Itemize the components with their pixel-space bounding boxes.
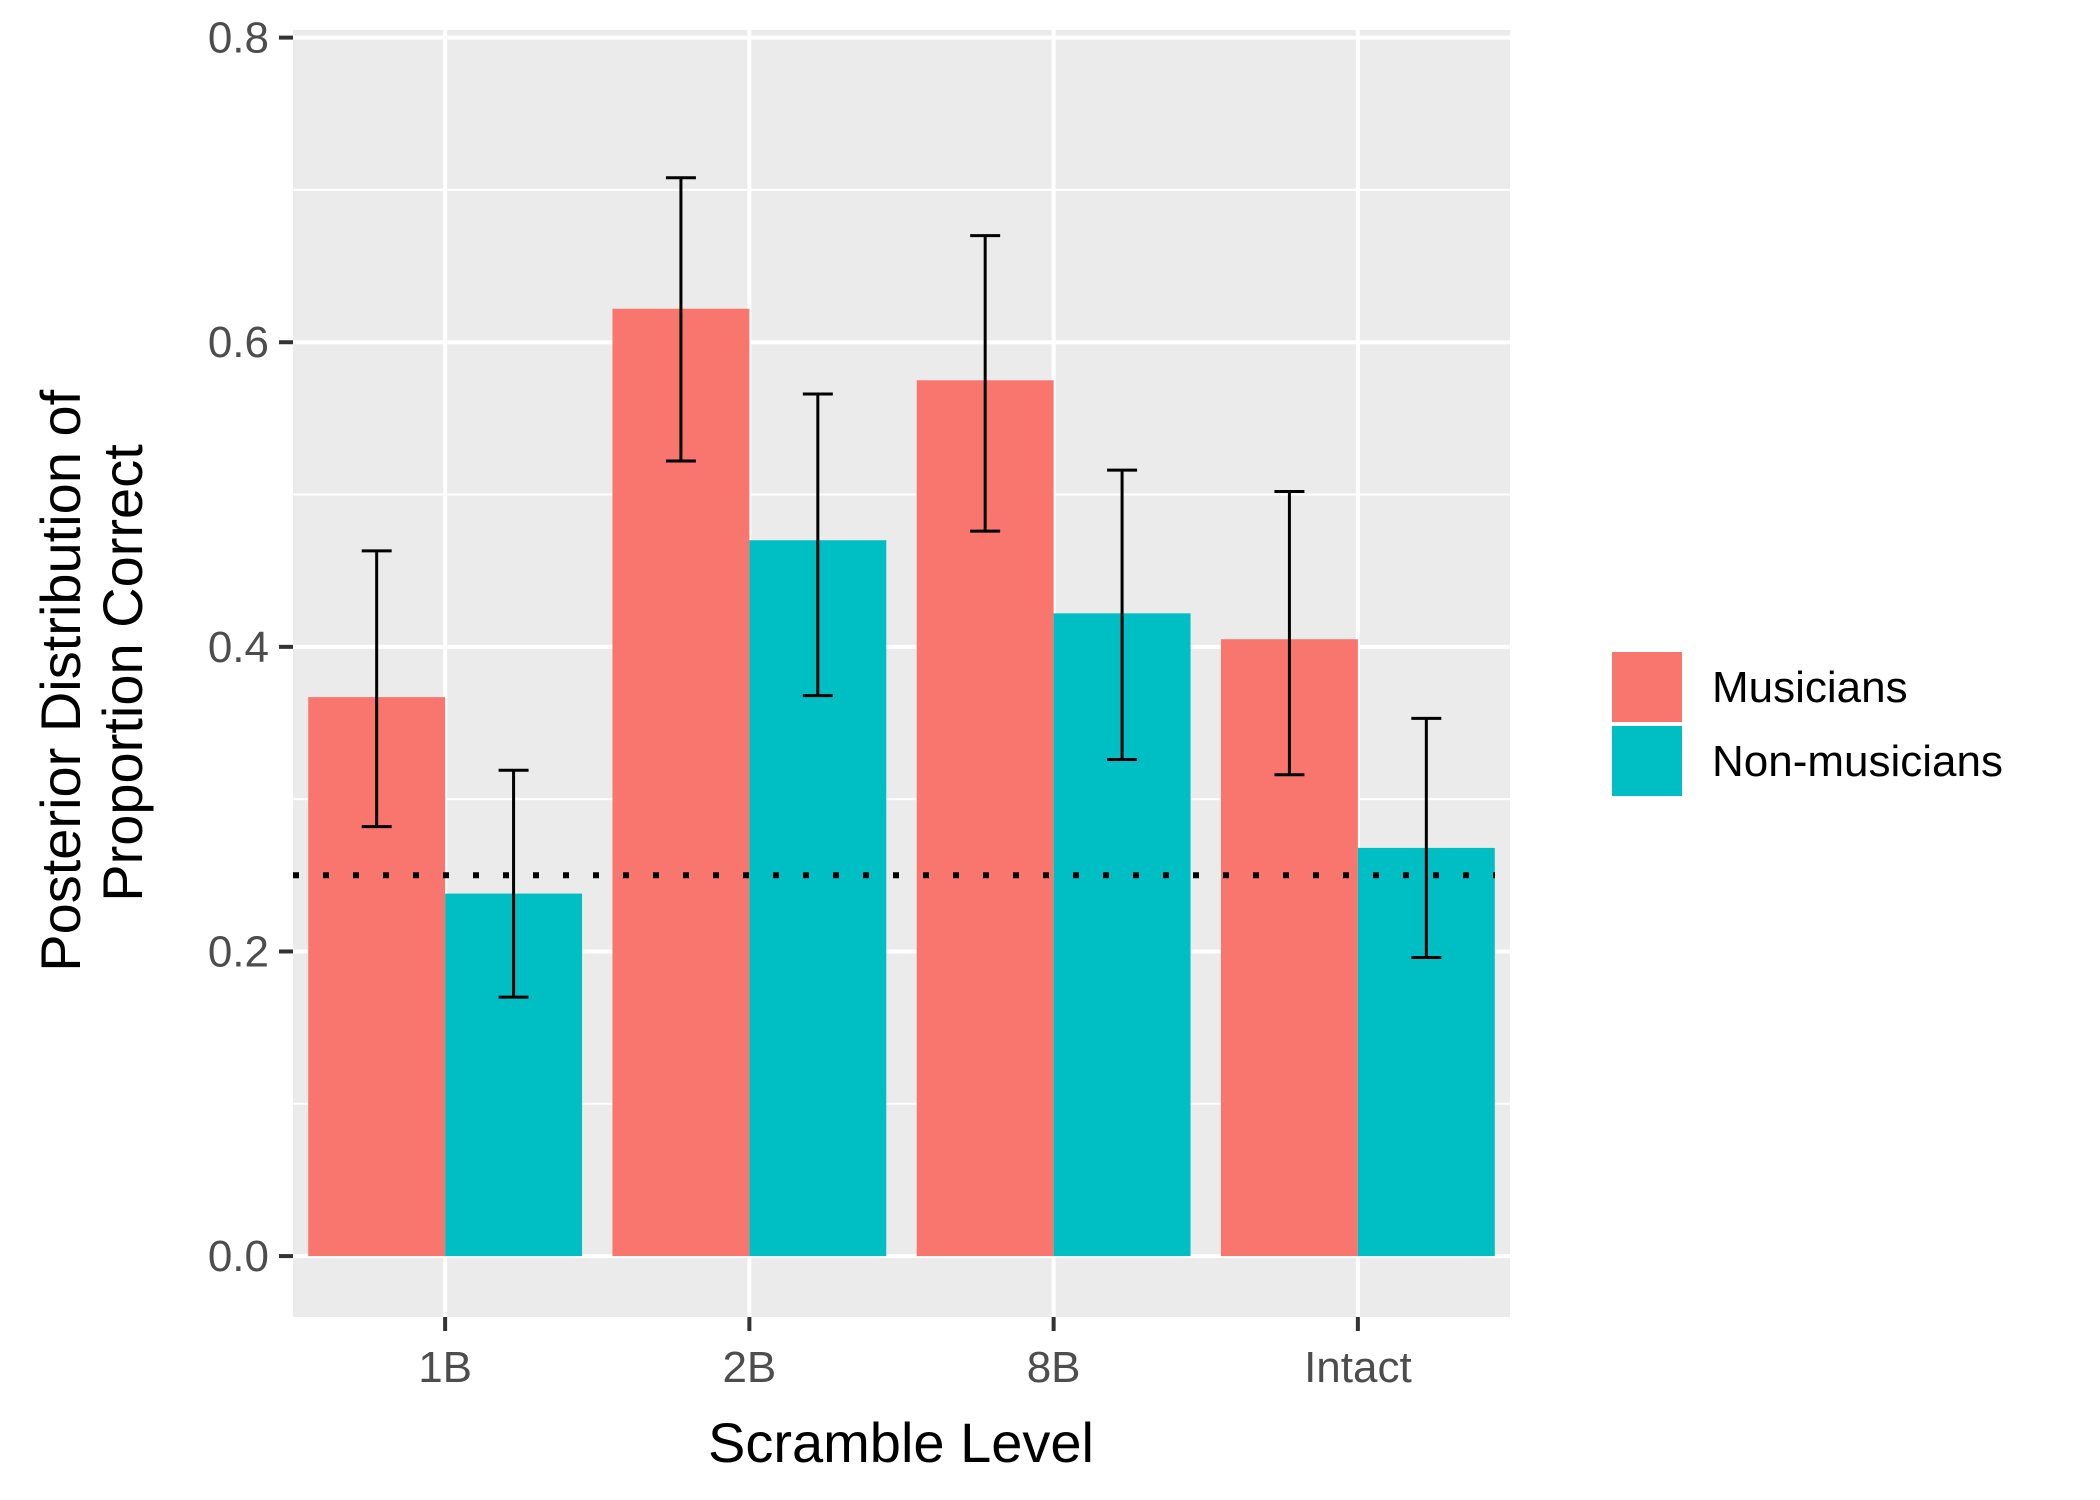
y-tick-label: 0.6 (208, 318, 269, 367)
x-tick-label: 2B (722, 1343, 776, 1392)
axis-layer: 0.0 0.2 0.4 0.6 0.8 1B 2B 8B Intact (208, 14, 1412, 1392)
y-tick-label: 0.4 (208, 623, 269, 672)
x-axis-title: Scramble Level (708, 1411, 1094, 1474)
legend: Musicians Non-musicians (1612, 652, 2003, 796)
x-tick-label: 8B (1027, 1343, 1081, 1392)
y-axis-title-line-1: Posterior Distribution of (29, 389, 92, 971)
x-tick-label: 1B (418, 1343, 472, 1392)
y-tick-label: 0.8 (208, 14, 269, 63)
legend-label-musicians: Musicians (1712, 663, 1908, 712)
x-tick-label: Intact (1304, 1343, 1412, 1392)
legend-key-musicians (1612, 652, 1682, 722)
legend-label-non-musicians: Non-musicians (1712, 737, 2003, 786)
y-tick-label: 0.0 (208, 1232, 269, 1281)
y-axis-title-line-2: Proportion Correct (91, 444, 154, 902)
bar-musicians-2b (612, 308, 750, 1257)
error-bars-layer (361, 176, 1442, 999)
y-tick-label: 0.2 (208, 927, 269, 976)
legend-key-non-musicians (1612, 726, 1682, 796)
y-axis-title: Posterior Distribution of Proportion Cor… (29, 374, 154, 972)
